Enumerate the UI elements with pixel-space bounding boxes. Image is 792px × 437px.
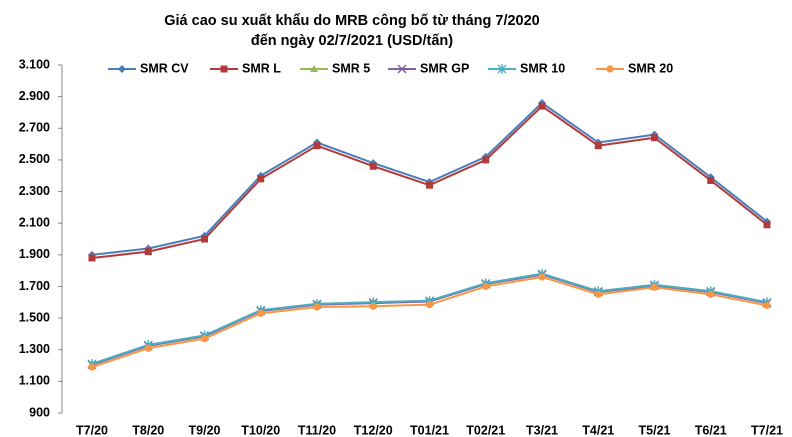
x-tick-label: T7/21: [751, 423, 783, 437]
y-tick-label: 1.500: [19, 310, 50, 324]
x-tick-label: T02/21: [466, 423, 505, 437]
x-tick-label: T12/20: [354, 423, 393, 437]
marker: [482, 282, 490, 291]
legend-label: SMR 5: [332, 61, 370, 75]
marker: [426, 181, 433, 189]
marker: [650, 283, 659, 291]
legend-label: SMR 10: [520, 61, 565, 75]
marker: [707, 290, 715, 298]
x-tick-label: T9/20: [189, 423, 221, 437]
marker: [118, 65, 126, 73]
marker: [594, 290, 602, 298]
y-tick-label: 2.700: [19, 121, 50, 135]
x-tick-label: T7/20: [76, 423, 108, 437]
marker: [220, 65, 228, 73]
legend-label: SMR GP: [420, 61, 469, 75]
marker: [88, 363, 96, 371]
chart-subtitle: đến ngày 02/7/2021 (USD/tấn): [251, 33, 453, 49]
marker: [538, 273, 546, 281]
series-line: [91, 275, 768, 369]
marker: [88, 254, 96, 262]
marker: [651, 134, 658, 142]
marker: [763, 221, 771, 229]
x-tick-label: T4/21: [582, 423, 614, 437]
x-tick-label: T6/21: [695, 423, 727, 437]
x-tick-label: T11/20: [298, 423, 336, 437]
x-tick-label: T8/20: [132, 423, 164, 437]
y-tick-label: 1.700: [19, 279, 50, 293]
marker: [397, 64, 407, 74]
marker: [606, 65, 614, 73]
marker: [313, 303, 321, 311]
x-tick-label: T10/20: [241, 423, 280, 437]
marker: [257, 309, 265, 317]
legend-label: SMR CV: [140, 61, 189, 75]
x-tick-label: T01/21: [410, 423, 449, 437]
y-tick-label: 1.100: [19, 374, 50, 388]
marker: [201, 235, 208, 243]
y-tick-label: 1.300: [19, 342, 50, 356]
x-tick-label: T5/21: [639, 423, 671, 437]
x-tick-label: T3/21: [526, 423, 558, 437]
marker: [144, 344, 152, 352]
marker: [425, 301, 434, 309]
marker: [144, 248, 152, 256]
legend-label: SMR 20: [628, 61, 673, 75]
marker: [707, 176, 715, 184]
marker: [369, 302, 377, 310]
marker: [369, 162, 377, 170]
y-tick-label: 2.100: [19, 215, 50, 229]
marker: [482, 156, 490, 164]
y-tick-label: 3.100: [19, 57, 50, 71]
marker: [538, 102, 546, 110]
marker: [313, 142, 321, 150]
y-tick-label: 2.900: [19, 89, 50, 103]
marker: [594, 142, 602, 150]
marker: [200, 335, 209, 343]
marker: [310, 65, 318, 72]
marker: [763, 301, 771, 310]
chart-title: Giá cao su xuất khẩu do MRB công bố từ t…: [164, 13, 539, 29]
y-tick-label: 1.900: [19, 247, 50, 261]
y-tick-label: 900: [29, 405, 50, 419]
y-tick-label: 2.500: [19, 152, 50, 166]
marker: [497, 64, 507, 74]
marker: [257, 175, 265, 183]
legend-label: SMR L: [242, 61, 281, 75]
y-tick-label: 2.300: [19, 184, 50, 198]
